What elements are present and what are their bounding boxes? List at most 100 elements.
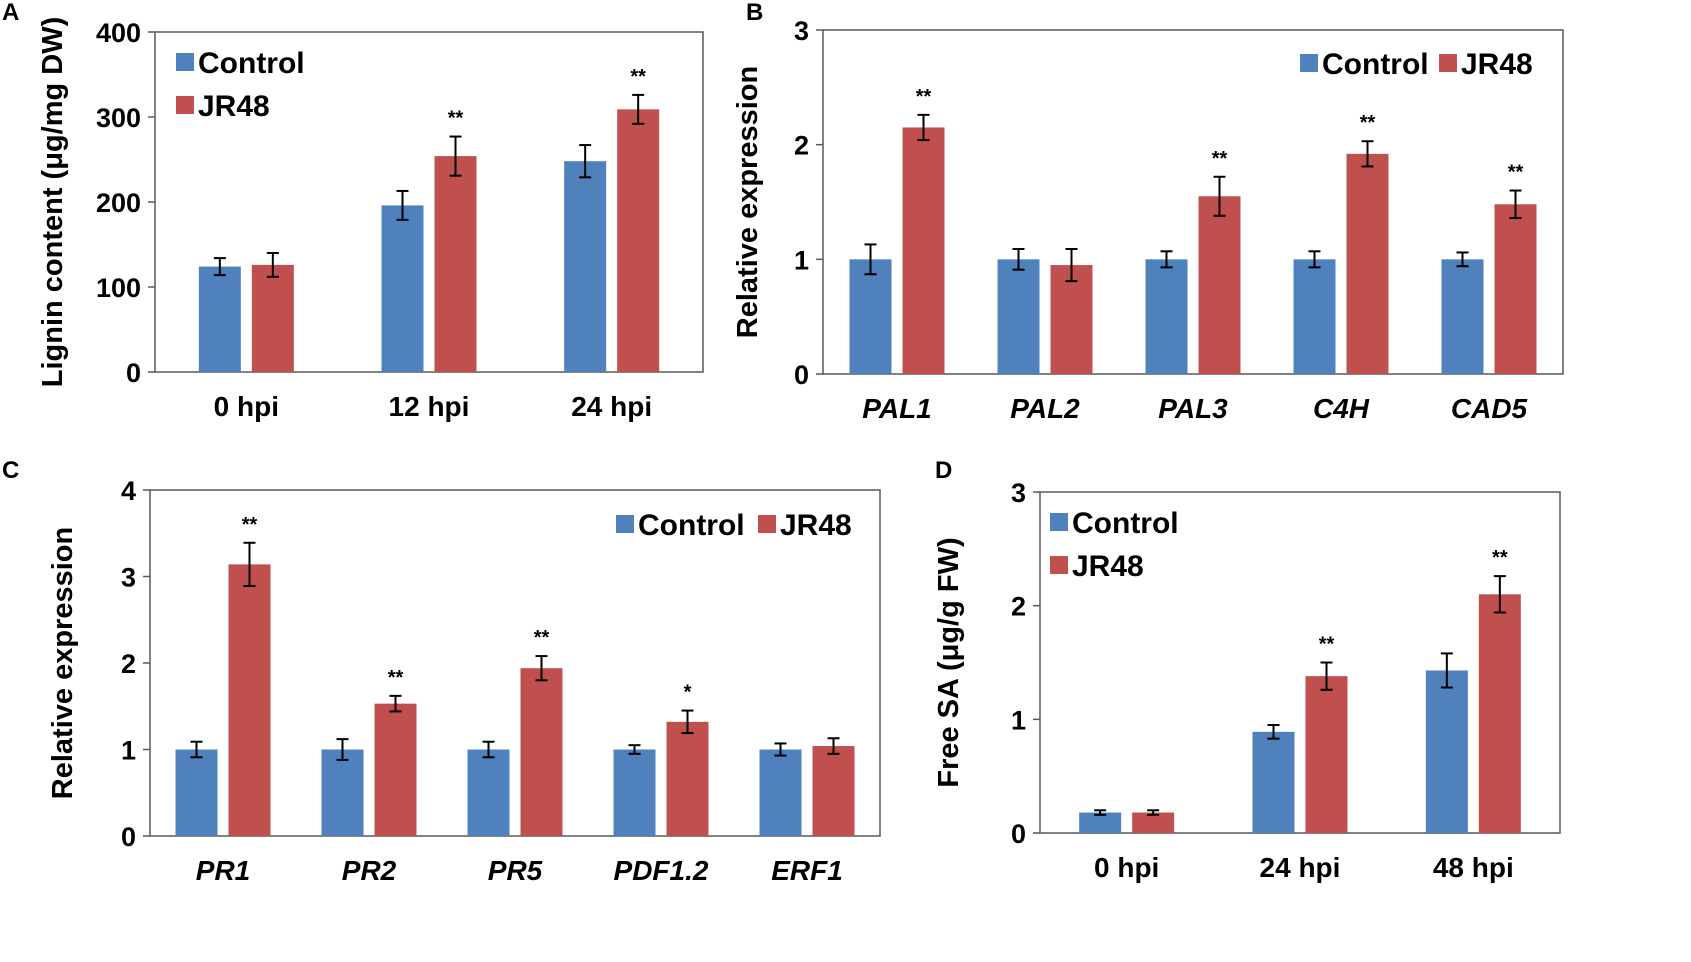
bar-group [759, 737, 855, 836]
y-tick-label: 0 [121, 822, 136, 852]
error-bar [1493, 575, 1506, 614]
error-bar [628, 744, 641, 755]
plot-frame [822, 29, 1564, 375]
error-bar [1213, 175, 1226, 217]
significance-marker: ** [1212, 148, 1228, 170]
legend-label-jr48: JR48 [1072, 550, 1144, 583]
bar-jr48 [902, 127, 945, 374]
error-bar [1456, 251, 1469, 268]
bar-jr48 [1346, 153, 1389, 374]
y-axis-label: Free SA (μg/g FW) [933, 537, 965, 787]
bar-control [1079, 812, 1122, 833]
error-bar [579, 144, 592, 179]
bar-control [198, 266, 241, 372]
x-tick-label: PAL2 [1010, 393, 1080, 424]
chart-panel-b: B 0 1 2 3 Relative expression ** PAL1 PAL2 ** PAL3… [732, 0, 1564, 424]
bar-group [321, 694, 417, 836]
y-tick-label: 0 [1011, 819, 1026, 849]
significance-marker: ** [388, 667, 404, 689]
bar-jr48 [1478, 594, 1521, 833]
y-tick-label: 3 [121, 563, 136, 593]
error-bar [632, 93, 645, 125]
bar-control [997, 259, 1040, 374]
x-tick-label: ERF1 [771, 855, 843, 886]
error-bar [774, 742, 787, 757]
legend-label-control: Control [198, 47, 305, 80]
y-tick-label: 400 [96, 18, 141, 48]
bar-group [381, 135, 477, 372]
error-bar [396, 189, 409, 221]
bar-jr48 [1198, 196, 1241, 374]
bar-jr48 [520, 668, 563, 836]
significance-marker: ** [1508, 162, 1524, 184]
y-tick-label: 300 [96, 103, 141, 133]
bar-group [997, 248, 1093, 374]
y-tick-label: 4 [121, 476, 136, 506]
bar-control [175, 749, 218, 836]
significance-marker: ** [448, 108, 464, 130]
x-tick-label: PDF1.2 [614, 855, 709, 886]
significance-marker: ** [242, 514, 258, 536]
y-axis-label: Lignin content (μg/mg DW) [37, 17, 69, 388]
significance-marker: ** [916, 86, 932, 108]
bar-group [467, 655, 563, 836]
x-tick-label: 24 hpi [571, 391, 652, 422]
x-tick-label: C4H [1313, 393, 1370, 424]
error-bar [1012, 248, 1025, 271]
error-bar [1320, 661, 1333, 691]
y-tick-label: 1 [1011, 705, 1026, 735]
bar-group [1252, 661, 1348, 833]
error-bar [243, 541, 256, 588]
chart-panel-c: C 0 1 2 3 4 Relative expression ** PR1 ** PR2 ** PR5… [2, 457, 881, 886]
error-bar [681, 709, 694, 735]
bar-jr48 [251, 264, 294, 372]
y-tick-label: 0 [794, 360, 809, 390]
panel-letter: A [2, 0, 19, 26]
legend-swatch-control [1050, 513, 1068, 531]
x-tick-label: PR1 [196, 855, 250, 886]
error-bar [389, 694, 402, 713]
significance-marker: ** [1360, 112, 1376, 134]
x-tick-label: 48 hpi [1433, 852, 1514, 883]
error-bar [827, 737, 840, 755]
x-tick-label: PR5 [488, 855, 543, 886]
bar-jr48 [434, 156, 477, 372]
error-bar [336, 738, 349, 761]
legend-label-jr48: JR48 [198, 90, 270, 123]
error-bar [1147, 809, 1160, 816]
bar-group [1425, 575, 1521, 833]
bar-group [198, 252, 294, 372]
bar-jr48 [1132, 812, 1175, 833]
bar-jr48 [1305, 676, 1348, 833]
bar-jr48 [617, 109, 660, 372]
legend-swatch-control [176, 53, 194, 71]
significance-marker: ** [1319, 634, 1335, 656]
bar-control [1252, 731, 1295, 833]
error-bar [190, 740, 203, 759]
legend-swatch-control [1300, 54, 1318, 72]
legend-swatch-jr48 [176, 96, 194, 114]
bar-jr48 [1050, 265, 1093, 374]
x-tick-label: 12 hpi [389, 391, 470, 422]
x-tick-label: PR2 [342, 855, 397, 886]
legend-label-control: Control [1322, 48, 1429, 81]
error-bar [1308, 250, 1321, 269]
chart-panel-d: D 0 1 2 3 Free SA (μg/g FW) 0 hpi ** 24 hpi ** 48 … [933, 457, 1561, 883]
error-bar [266, 252, 279, 278]
bar-control [1293, 259, 1336, 374]
error-bar [1509, 189, 1522, 220]
y-tick-label: 2 [1011, 592, 1026, 622]
error-bar [1440, 652, 1453, 689]
y-tick-label: 1 [794, 245, 809, 275]
significance-marker: ** [630, 66, 646, 88]
plot-frame [1039, 491, 1561, 834]
y-tick-label: 200 [96, 188, 141, 218]
x-tick-label: 0 hpi [1094, 852, 1159, 883]
bar-jr48 [812, 746, 855, 836]
legend-label-control: Control [638, 509, 745, 542]
legend-swatch-jr48 [1050, 556, 1068, 574]
bar-control [564, 161, 607, 372]
error-bar [1160, 250, 1173, 269]
error-bar [917, 113, 930, 142]
